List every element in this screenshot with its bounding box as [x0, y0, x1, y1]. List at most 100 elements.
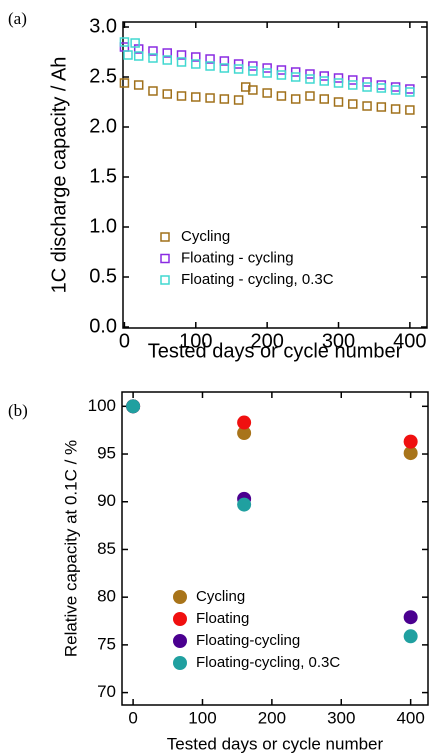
- y-tick-label: 2.5: [89, 65, 117, 87]
- data-point: [390, 104, 401, 114]
- legend-label: Floating - cycling: [181, 249, 294, 266]
- legend-marker: [173, 612, 187, 626]
- data-point: [205, 54, 215, 64]
- y-tick-label: 90: [97, 491, 116, 510]
- data-point: [348, 75, 358, 85]
- data-point: [233, 59, 244, 69]
- data-point: [130, 38, 140, 48]
- data-point: [333, 73, 344, 83]
- data-point: [319, 71, 329, 81]
- data-point: [305, 91, 315, 101]
- data-point: [176, 91, 187, 101]
- data-point: [191, 52, 201, 62]
- y-tick-label: 0.0: [89, 315, 117, 337]
- data-point: [405, 87, 415, 97]
- data-point: [162, 48, 172, 58]
- legend-label: Floating: [196, 610, 249, 627]
- y-tick-label: 70: [97, 682, 116, 701]
- x-tick-label: 100: [188, 708, 216, 727]
- data-point: [376, 83, 387, 93]
- legend-marker: [173, 656, 187, 670]
- data-point: [233, 95, 244, 105]
- data-point: [233, 64, 244, 74]
- y-axis-label: 1C discharge capacity / Ah: [48, 57, 70, 294]
- data-point: [119, 78, 130, 88]
- data-point: [403, 610, 418, 625]
- legend-label: Cycling: [196, 588, 245, 605]
- data-point: [205, 61, 215, 71]
- y-tick-label: 85: [97, 539, 116, 558]
- panel-label: (b): [8, 401, 28, 420]
- panel-label: (a): [8, 9, 27, 28]
- plot-frame: [122, 21, 428, 329]
- data-point: [319, 94, 329, 104]
- data-point: [176, 50, 187, 60]
- data-point: [390, 85, 401, 95]
- y-tick-label: 1.0: [89, 215, 117, 237]
- data-point: [403, 629, 418, 644]
- y-tick-label: 95: [97, 444, 116, 463]
- data-point: [319, 76, 329, 86]
- y-axis-label: Relative capacity at 0.1C / %: [61, 440, 80, 657]
- data-point: [276, 70, 287, 80]
- data-point: [333, 97, 344, 107]
- data-point: [376, 80, 387, 90]
- data-point: [205, 93, 215, 103]
- legend-marker: [160, 275, 170, 285]
- data-point: [237, 415, 252, 430]
- data-point: [248, 61, 258, 71]
- data-point: [240, 82, 251, 92]
- data-point: [262, 88, 272, 98]
- x-tick-label: 0: [119, 330, 130, 352]
- data-point: [362, 77, 372, 87]
- x-tick-label: 300: [322, 330, 355, 352]
- data-point: [148, 86, 158, 96]
- data-point: [333, 78, 344, 88]
- data-point: [176, 57, 187, 67]
- data-point: [262, 63, 272, 73]
- legend-label: Floating-cycling, 0.3C: [196, 654, 340, 671]
- y-tick-label: 3.0: [89, 15, 117, 37]
- data-point: [290, 94, 301, 104]
- data-point: [237, 497, 252, 512]
- legend-marker: [173, 634, 187, 648]
- x-tick-label: 200: [258, 708, 286, 727]
- data-point: [219, 56, 230, 66]
- data-point: [148, 53, 158, 63]
- data-point: [290, 72, 301, 82]
- y-tick-label: 1.5: [89, 165, 117, 187]
- x-tick-label: 400: [393, 330, 426, 352]
- legend-marker: [160, 232, 170, 242]
- y-tick-label: 80: [97, 587, 116, 606]
- data-point: [276, 91, 287, 101]
- legend-marker: [160, 253, 170, 264]
- data-point: [290, 67, 301, 77]
- data-point: [348, 99, 358, 109]
- data-point: [162, 89, 172, 99]
- data-point: [248, 85, 258, 95]
- x-tick-label: 0: [128, 708, 137, 727]
- data-point: [191, 59, 201, 69]
- data-point: [219, 63, 230, 73]
- data-point: [390, 82, 401, 92]
- data-point: [262, 68, 272, 78]
- data-point: [403, 434, 418, 449]
- data-point: [348, 80, 358, 90]
- plot-frame: [121, 391, 429, 706]
- data-point: [123, 50, 133, 60]
- x-axis-label: Tested days or cycle number: [167, 734, 384, 753]
- y-tick-label: 0.5: [89, 265, 117, 287]
- data-point: [362, 101, 372, 111]
- legend-label: Floating-cycling: [196, 632, 300, 649]
- data-point: [403, 446, 418, 461]
- data-point: [376, 102, 387, 112]
- data-point: [133, 80, 144, 90]
- x-tick-label: 100: [179, 330, 212, 352]
- y-tick-label: 2.0: [89, 115, 117, 137]
- x-axis-label: Tested days or cycle number: [148, 340, 403, 362]
- data-point: [219, 94, 230, 104]
- legend-label: Floating - cycling, 0.3C: [181, 271, 334, 288]
- data-point: [148, 46, 158, 56]
